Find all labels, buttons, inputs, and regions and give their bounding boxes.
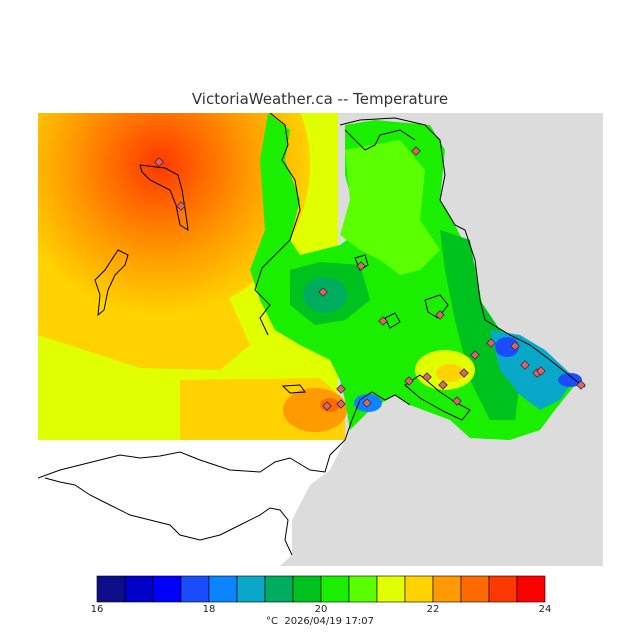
station-marker[interactable] (378, 316, 388, 326)
station-marker[interactable] (336, 384, 346, 394)
temperature-map[interactable] (38, 113, 603, 566)
colorbar-tick-label: 18 (202, 604, 216, 615)
temperature-zone-warm-spot-south (283, 388, 347, 432)
station-marker[interactable] (435, 310, 445, 320)
colorbar-tick-label: 20 (314, 604, 328, 615)
footer-caption: °C 2026/04/19 17:07 (266, 616, 374, 627)
mainland-coast-outline (254, 113, 301, 336)
station-marker[interactable] (438, 380, 448, 390)
southwest-coast-outline (44, 477, 293, 556)
temperature-zone-green-pocket (303, 277, 347, 313)
saanich-outline (344, 391, 411, 441)
station-marker[interactable] (318, 287, 328, 297)
station-marker[interactable] (362, 398, 372, 408)
colorbar-swatch (236, 575, 266, 603)
temperature-zone-nw-warm (38, 113, 310, 315)
colorbar-swatch (180, 575, 210, 603)
station-marker[interactable] (336, 399, 346, 409)
colorbar-swatch (432, 575, 462, 603)
station-marker[interactable] (322, 401, 332, 411)
temperature-colorbar (96, 575, 546, 603)
map-title: VictoriaWeather.ca -- Temperature (191, 90, 449, 108)
station-marker[interactable] (520, 360, 530, 370)
inner-island-outline (344, 129, 416, 151)
temperature-zone-deep-blue-tip (558, 373, 582, 387)
colorbar-swatch (404, 575, 434, 603)
colorbar-tick-label: 24 (538, 604, 552, 615)
station-marker[interactable] (486, 338, 496, 348)
station-marker[interactable] (459, 368, 469, 378)
station-marker[interactable] (404, 376, 414, 386)
colorbar-swatch (264, 575, 294, 603)
colorbar-swatch (320, 575, 350, 603)
temperature-zone-green-band-east (440, 230, 520, 420)
small-islet-outline (281, 384, 306, 394)
temperature-zone-lightgreen-east (340, 140, 440, 275)
colorbar-tick-label: 16 (90, 604, 104, 615)
coastlines (38, 113, 586, 556)
station-marker[interactable] (470, 350, 480, 360)
station-marker[interactable] (576, 380, 586, 390)
colorbar-swatch (376, 575, 406, 603)
station-marker[interactable] (154, 157, 164, 167)
island-west-outline (94, 249, 129, 317)
station-marker[interactable] (422, 372, 432, 382)
station-marker[interactable] (176, 201, 186, 211)
station-marker[interactable] (536, 366, 546, 376)
colorbar-swatch (124, 575, 154, 603)
colorbar-swatch (348, 575, 378, 603)
east-island-outline (424, 294, 449, 319)
colorbar-tick-label: 22 (426, 604, 440, 615)
station-marker[interactable] (452, 396, 462, 406)
east-coast-outline (339, 117, 586, 388)
colorbar-swatch (152, 575, 182, 603)
temperature-zone-yellow-core-east (436, 364, 464, 382)
island-nw-outline (139, 164, 189, 231)
colorbar-swatch (208, 575, 238, 603)
colorbar-swatch (460, 575, 490, 603)
south-shore-outline (38, 439, 346, 479)
temperature-zone-deep-blue-east (495, 337, 519, 357)
colorbar-swatch (96, 575, 126, 603)
colorbar-swatch (292, 575, 322, 603)
small-island-outline (384, 312, 401, 329)
colorbar-swatches (96, 575, 546, 603)
station-marker[interactable] (510, 341, 520, 351)
station-marker[interactable] (411, 146, 421, 156)
station-marker[interactable] (356, 261, 366, 271)
colorbar-swatch (516, 575, 546, 603)
juan-de-fuca-strait (38, 440, 345, 566)
station-markers (154, 146, 586, 411)
colorbar-swatch (488, 575, 518, 603)
